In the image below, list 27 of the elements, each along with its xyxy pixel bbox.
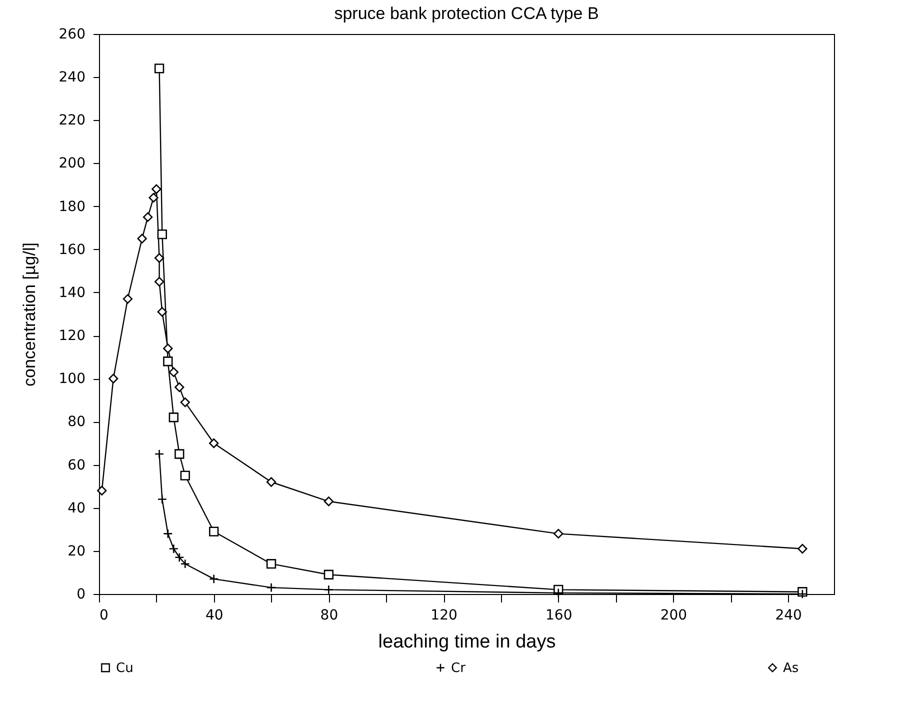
x-axis-title: leaching time in days: [378, 632, 556, 652]
legend-label: Cr: [451, 660, 466, 676]
y-tick-label: 60: [68, 457, 86, 474]
x-tick-label: 0: [100, 608, 108, 624]
legend-label: Cu: [116, 660, 134, 676]
legend-label: As: [783, 660, 799, 676]
x-tick-label: 240: [775, 608, 802, 624]
y-tick-label: 20: [68, 543, 86, 560]
y-tick-label: 220: [58, 112, 86, 129]
y-tick-label: 80: [68, 414, 86, 430]
y-axis-title: concentration [µg/l]: [20, 242, 39, 386]
y-tick-label: 100: [58, 371, 86, 388]
y-tick-label: 140: [58, 284, 86, 301]
y-tick-label: 200: [58, 156, 86, 172]
y-tick-label: 120: [58, 328, 86, 344]
x-tick-label: 200: [660, 608, 688, 624]
x-tick-label: 120: [430, 608, 458, 624]
y-tick-label: 260: [58, 26, 86, 42]
x-tick-label: 160: [546, 608, 572, 624]
y-tick-label: 0: [76, 586, 86, 602]
y-tick-label: 160: [58, 242, 86, 258]
y-tick-label: 180: [58, 198, 86, 215]
chart-title: spruce bank protection CCA type B: [334, 4, 599, 23]
x-tick-label: 80: [320, 608, 338, 624]
y-tick-label: 240: [58, 70, 86, 86]
x-tick-label: 40: [205, 608, 224, 624]
y-tick-label: 40: [68, 500, 86, 516]
